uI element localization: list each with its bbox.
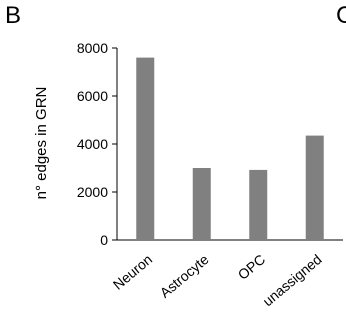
panel-letter-b: B: [5, 2, 22, 29]
x-tick-label: unassigned: [260, 251, 325, 309]
bar-astrocyte: [192, 168, 211, 240]
x-tick-label: OPC: [235, 251, 269, 283]
bar-unassigned: [305, 135, 324, 240]
y-tick-label: 6000: [77, 88, 108, 104]
bars: [136, 57, 324, 240]
y-tick-labels: 0 2000 4000 6000 8000: [77, 40, 108, 248]
y-tick-label: 4000: [77, 136, 108, 152]
axes: [112, 47, 343, 241]
y-tick-label: 0: [100, 232, 108, 248]
y-tick-label: 8000: [77, 40, 108, 56]
panel-letter-c: C: [336, 2, 346, 29]
bar-neuron: [136, 57, 155, 240]
x-tick-label: Astrocyte: [157, 251, 212, 301]
y-tick-label: 2000: [77, 184, 108, 200]
x-tick-label: Neuron: [110, 251, 155, 293]
y-axis-label: n° edges in GRN: [33, 87, 50, 200]
bar-opc: [249, 169, 268, 240]
